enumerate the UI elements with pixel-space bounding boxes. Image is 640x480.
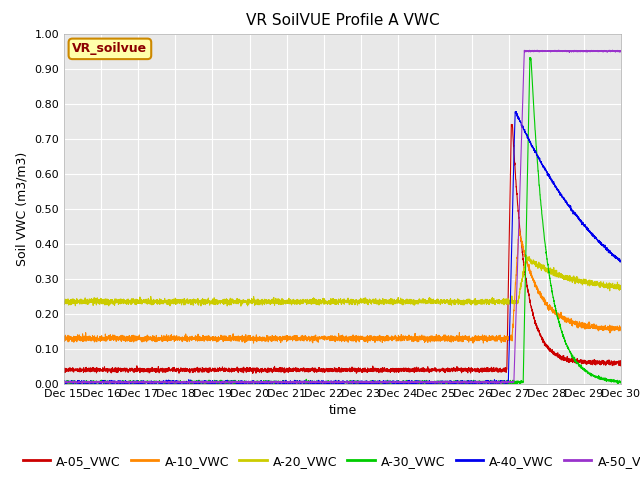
- A-10_VWC: [515, 226, 523, 232]
- A-20_VWC: [523, 252, 531, 258]
- Y-axis label: Soil VWC (m3/m3): Soil VWC (m3/m3): [16, 152, 29, 266]
- A-20_VWC: [322, 300, 330, 305]
- A-30_VWC: [467, 380, 475, 385]
- A-40_VWC: [512, 109, 520, 115]
- A-50_VWC: [436, 379, 444, 385]
- Line: A-05_VWC: A-05_VWC: [64, 124, 621, 373]
- A-10_VWC: [322, 334, 330, 339]
- A-20_VWC: [467, 298, 475, 303]
- Legend: A-05_VWC, A-10_VWC, A-20_VWC, A-30_VWC, A-40_VWC, A-50_VWC: A-05_VWC, A-10_VWC, A-20_VWC, A-30_VWC, …: [17, 450, 640, 473]
- Text: VR_soilvue: VR_soilvue: [72, 42, 147, 55]
- A-05_VWC: [436, 369, 444, 374]
- A-30_VWC: [149, 381, 157, 387]
- A-30_VWC: [499, 378, 507, 384]
- A-50_VWC: [617, 48, 625, 54]
- A-05_VWC: [160, 368, 168, 374]
- A-40_VWC: [69, 381, 77, 387]
- A-30_VWC: [616, 380, 624, 385]
- A-10_VWC: [467, 335, 475, 341]
- X-axis label: time: time: [328, 405, 356, 418]
- A-30_VWC: [322, 381, 330, 386]
- A-50_VWC: [322, 379, 330, 384]
- A-30_VWC: [617, 379, 625, 384]
- Line: A-10_VWC: A-10_VWC: [64, 229, 621, 343]
- Line: A-50_VWC: A-50_VWC: [64, 50, 621, 384]
- A-20_VWC: [237, 303, 244, 309]
- A-05_VWC: [508, 121, 515, 127]
- A-30_VWC: [436, 378, 444, 384]
- A-50_VWC: [609, 48, 616, 53]
- Line: A-20_VWC: A-20_VWC: [64, 255, 621, 306]
- A-10_VWC: [160, 334, 168, 340]
- A-10_VWC: [469, 340, 477, 346]
- A-05_VWC: [467, 367, 475, 372]
- Line: A-40_VWC: A-40_VWC: [64, 112, 621, 384]
- A-50_VWC: [616, 49, 624, 55]
- A-05_VWC: [616, 358, 624, 364]
- Title: VR SoilVUE Profile A VWC: VR SoilVUE Profile A VWC: [246, 13, 439, 28]
- A-05_VWC: [617, 361, 625, 367]
- A-50_VWC: [499, 379, 507, 385]
- Line: A-30_VWC: A-30_VWC: [64, 58, 621, 384]
- A-40_VWC: [616, 259, 624, 264]
- A-40_VWC: [436, 379, 444, 384]
- A-10_VWC: [616, 324, 624, 330]
- A-40_VWC: [322, 379, 330, 385]
- A-30_VWC: [526, 55, 534, 60]
- A-50_VWC: [79, 381, 86, 386]
- A-20_VWC: [617, 285, 625, 290]
- A-30_VWC: [161, 380, 168, 385]
- A-10_VWC: [617, 328, 625, 334]
- A-10_VWC: [436, 338, 444, 344]
- A-20_VWC: [499, 298, 507, 304]
- A-20_VWC: [436, 300, 444, 306]
- A-10_VWC: [499, 336, 507, 342]
- A-40_VWC: [499, 379, 507, 385]
- A-30_VWC: [60, 379, 68, 385]
- A-40_VWC: [617, 259, 625, 264]
- A-05_VWC: [249, 371, 257, 376]
- A-50_VWC: [60, 380, 68, 385]
- A-20_VWC: [60, 296, 68, 302]
- A-20_VWC: [160, 299, 168, 304]
- A-05_VWC: [60, 365, 68, 371]
- A-20_VWC: [616, 283, 624, 289]
- A-40_VWC: [60, 379, 68, 385]
- A-40_VWC: [161, 380, 168, 385]
- A-05_VWC: [322, 367, 330, 372]
- A-50_VWC: [467, 380, 475, 385]
- A-10_VWC: [60, 336, 68, 342]
- A-05_VWC: [499, 367, 507, 373]
- A-40_VWC: [467, 378, 475, 384]
- A-50_VWC: [161, 379, 168, 385]
